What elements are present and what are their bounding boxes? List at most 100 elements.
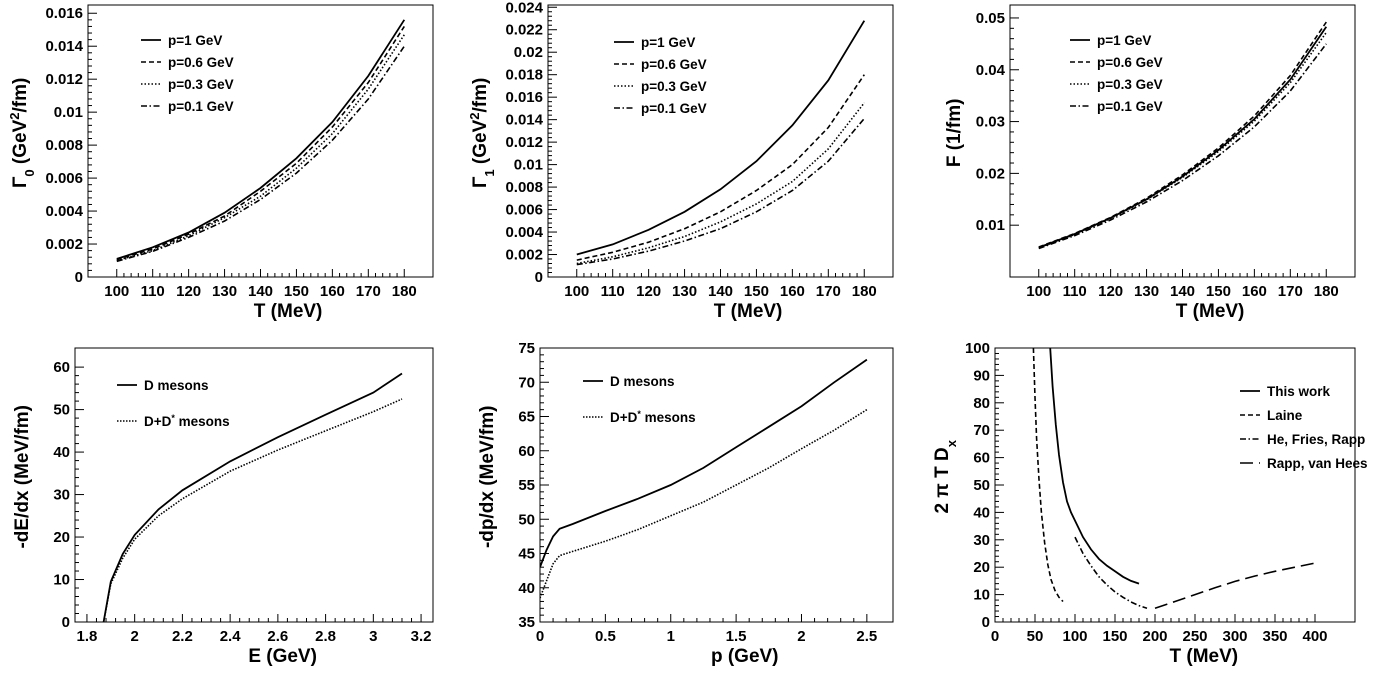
x-tick-label: 170 <box>816 283 841 300</box>
y-tick-label: 0.012 <box>45 71 83 88</box>
y-tick-label: 0.014 <box>45 38 83 55</box>
y-tick-label: 75 <box>518 340 535 357</box>
series-line-1 <box>1038 26 1328 249</box>
y-tick-label: 0.01 <box>514 157 543 174</box>
legend-label: D mesons <box>144 378 209 393</box>
y-tick-label: 0.02 <box>976 165 1005 182</box>
y-tick-label: 10 <box>53 572 70 589</box>
y-tick-label: 0.004 <box>505 224 543 241</box>
chart-panel-1: 100 110 120 130 140 150 160 170 180 0 0.002 0.004 0.… <box>7 4 434 322</box>
y-tick-label: 10 <box>973 587 990 604</box>
legend-label: p=0.6 GeV <box>641 57 707 72</box>
legend-label: p=1 GeV <box>168 33 222 48</box>
x-tick-label: 120 <box>1098 283 1123 300</box>
x-tick-label: 150 <box>1206 283 1231 300</box>
x-tick-label: 180 <box>852 283 877 300</box>
y-tick-label: 0 <box>535 269 543 286</box>
x-tick-label: 0 <box>536 628 544 645</box>
legend-label: D+D* mesons <box>610 409 696 425</box>
x-tick-label: 2.2 <box>172 628 193 645</box>
y-axis-label: -dE/dx (MeV/fm) <box>12 405 33 549</box>
x-tick-label: 3 <box>369 628 377 645</box>
x-tick-label: 100 <box>1026 283 1051 300</box>
x-tick-label: 180 <box>1314 283 1339 300</box>
x-tick-label: 110 <box>141 283 165 300</box>
y-tick-label: 70 <box>973 422 990 439</box>
plot-frame <box>1009 4 1356 278</box>
series-line-2 <box>116 25 405 261</box>
x-tick-label: 150 <box>284 283 309 300</box>
y-axis-label: 2 π T Dx <box>932 439 959 513</box>
x-tick-label: 130 <box>212 283 237 300</box>
y-tick-label: 0.008 <box>505 179 543 196</box>
legend-label: This work <box>1267 384 1331 399</box>
y-tick-label: 0.002 <box>505 247 543 264</box>
y-tick-label: 0.01 <box>54 104 83 121</box>
series-line-4 <box>576 117 865 266</box>
y-tick-label: 0.002 <box>45 236 83 253</box>
series-line-1 <box>540 358 868 568</box>
series-line-3 <box>1038 32 1327 249</box>
x-tick-label: 140 <box>248 283 273 300</box>
x-tick-label: 120 <box>176 283 201 300</box>
x-tick-label: 400 <box>1302 628 1327 645</box>
series-line-2 <box>576 74 865 261</box>
chart-panel-6: 0 50 100 150 200 250 300 350 400 0 10 20 30 40 50 60 70 8… <box>932 340 1368 667</box>
x-tick-label: 170 <box>1278 283 1303 300</box>
y-tick-label: 55 <box>518 477 535 494</box>
y-tick-label: 0.016 <box>505 89 543 106</box>
x-axis-label: E (GeV) <box>248 646 317 667</box>
y-tick-label: 70 <box>518 374 535 391</box>
chart-panel-5: 0 0.5 1 1.5 2 2.5 35 40 45 50 55 60 65 70 75 p (GeV) -dp… <box>477 340 894 667</box>
series-line-4 <box>1154 562 1316 610</box>
y-tick-label: 0.018 <box>505 67 543 84</box>
legend-label: p=0.1 GeV <box>1097 99 1163 114</box>
x-tick-label: 140 <box>1170 283 1195 300</box>
legend-label: p=0.6 GeV <box>1097 55 1163 70</box>
x-axis-label: T (MeV) <box>1176 301 1245 322</box>
legend-label: D mesons <box>610 374 675 389</box>
x-axis-label: p (GeV) <box>711 646 779 667</box>
x-axis-label: T (MeV) <box>254 301 323 322</box>
chart-panel-4: 1.8 2 2.2 2.4 2.6 2.8 3 3.2 0 10 20 30 40 50 60 E (GeV)… <box>12 347 434 667</box>
x-tick-label: 250 <box>1182 628 1207 645</box>
y-tick-label: 100 <box>965 340 990 357</box>
y-tick-label: 90 <box>973 367 990 384</box>
series-line-1 <box>116 19 406 260</box>
x-tick-label: 1 <box>667 628 675 645</box>
x-tick-label: 130 <box>672 283 697 300</box>
x-tick-label: 350 <box>1262 628 1287 645</box>
chart-panel-2: 100 110 120 130 140 150 160 170 180 0 0.002 0.004 0.… <box>467 0 894 322</box>
y-axis-label: -dp/dx (MeV/fm) <box>477 406 498 549</box>
y-tick-label: 30 <box>973 532 990 549</box>
y-tick-label: 0.01 <box>976 217 1005 234</box>
y-tick-label: 0.014 <box>505 112 543 129</box>
y-tick-label: 0.004 <box>45 203 83 220</box>
y-tick-label: 0.006 <box>505 202 543 219</box>
legend-label: p=0.1 GeV <box>641 101 707 116</box>
y-tick-label: 0.006 <box>45 170 83 187</box>
y-axis-label: Γ0 (GeV2/fm) <box>7 78 37 188</box>
legend-label: Laine <box>1267 408 1303 423</box>
y-tick-label: 30 <box>53 487 70 504</box>
x-tick-label: 140 <box>708 283 733 300</box>
y-tick-label: 50 <box>53 402 70 419</box>
y-tick-label: 40 <box>973 504 990 521</box>
x-tick-label: 2.4 <box>220 628 242 645</box>
x-tick-label: 110 <box>601 283 625 300</box>
y-axis-label: Γ1 (GeV2/fm) <box>467 78 497 188</box>
y-tick-label: 35 <box>518 614 535 631</box>
legend-label: p=0.3 GeV <box>1097 77 1163 92</box>
y-tick-label: 0.03 <box>976 114 1005 131</box>
y-tick-label: 0.012 <box>505 134 543 151</box>
x-tick-label: 200 <box>1142 628 1167 645</box>
x-tick-label: 2.8 <box>315 628 336 645</box>
y-tick-label: 20 <box>53 529 70 546</box>
series-line-2 <box>1038 21 1327 248</box>
series-line-3 <box>116 34 405 262</box>
y-tick-label: 0.04 <box>976 62 1006 79</box>
y-axis-label: F (1/fm) <box>944 99 965 168</box>
series-line-4 <box>116 45 405 263</box>
series-line-3 <box>576 102 865 265</box>
